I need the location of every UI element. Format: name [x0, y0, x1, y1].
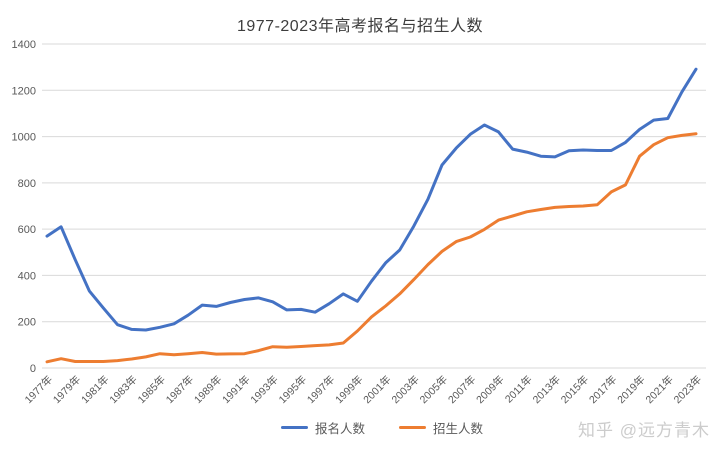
registrations-line-swatch-icon: [280, 426, 308, 429]
y-axis-tick-label: 600: [18, 224, 36, 236]
x-axis-tick-label: 2015年: [558, 373, 591, 406]
x-axis-tick-label: 1991年: [219, 373, 252, 406]
x-axis-tick-label: 1983年: [107, 373, 140, 406]
x-axis-tick-label: 1989年: [191, 373, 224, 406]
chart-legend: 报名人数 招生人数: [280, 418, 483, 437]
x-axis-tick-label: 1985年: [135, 373, 168, 406]
watermark: 知乎 @远方青木: [578, 421, 710, 440]
admissions-line: [45, 132, 698, 364]
x-axis-tick-label: 1987年: [163, 373, 196, 406]
y-axis-tick-label: 1200: [12, 85, 36, 97]
x-axis-tick-label: 1977年: [22, 373, 55, 406]
x-axis-tick-label: 1993年: [248, 373, 281, 406]
y-axis-tick-label: 800: [18, 178, 36, 190]
admissions-line-swatch-icon: [399, 426, 426, 429]
x-axis-tick-label: 2005年: [417, 373, 450, 406]
x-axis-tick-label: 1999年: [332, 373, 365, 406]
x-axis-tick-label: 1997年: [304, 373, 337, 406]
chart-title: 1977-2023年高考报名与招生人数: [236, 18, 484, 35]
legend-label-admissions: 招生人数: [433, 422, 484, 436]
x-axis-tick-label: 1995年: [276, 373, 309, 406]
y-axis-tick-label: 0: [30, 363, 36, 375]
x-axis-tick-label: 2011年: [502, 373, 535, 406]
x-axis-tick-label: 2019年: [615, 373, 648, 406]
x-axis-tick-label: 1981年: [78, 373, 111, 406]
legend-item-registrations[interactable]: 报名人数: [280, 418, 365, 437]
y-axis-tick-label: 1400: [12, 39, 36, 51]
x-axis-tick-label: 2003年: [389, 373, 422, 406]
legend-item-admissions[interactable]: 招生人数: [399, 418, 483, 437]
y-axis-tick-label: 400: [18, 270, 36, 282]
registrations-line: [45, 67, 698, 332]
y-axis-tick-label: 1000: [12, 132, 36, 144]
x-axis-tick-label: 2017年: [586, 373, 619, 406]
x-axis-tick-label: 2013年: [530, 373, 563, 406]
y-axis-tick-label: 200: [18, 317, 36, 329]
x-axis-tick-label: 2007年: [445, 373, 478, 406]
x-axis-tick-label: 2023年: [671, 373, 704, 406]
x-axis-tick-label: 2001年: [361, 373, 394, 406]
x-axis-tick-label: 2009年: [473, 373, 506, 406]
x-axis-tick-label: 1979年: [50, 373, 83, 406]
x-axis-tick-label: 2021年: [643, 373, 676, 406]
legend-label-registrations: 报名人数: [314, 422, 365, 436]
